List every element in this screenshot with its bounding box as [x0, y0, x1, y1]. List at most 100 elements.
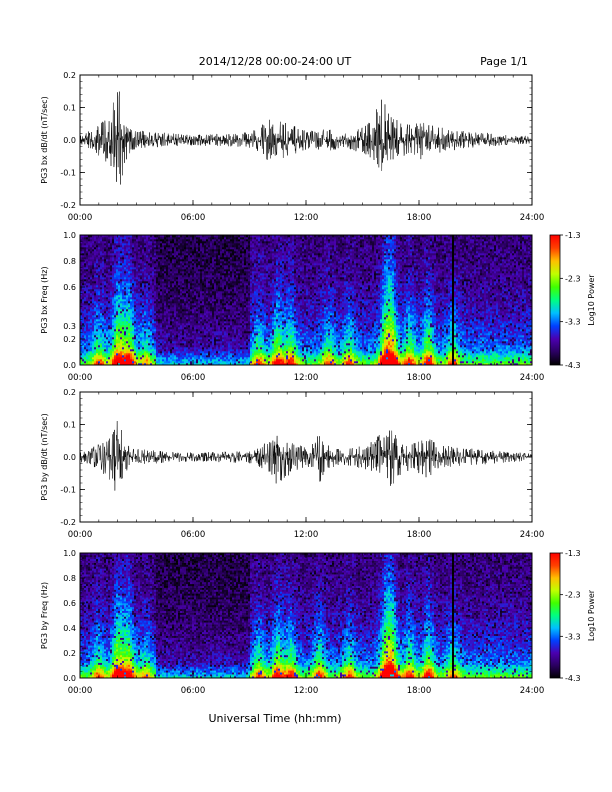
spectrogram-cell: [100, 287, 102, 289]
spectrogram-cell: [100, 241, 102, 243]
spectrogram-cell: [180, 265, 182, 267]
spectrogram-cell: [144, 353, 146, 355]
spectrogram-cell: [206, 269, 208, 271]
spectrogram-cell: [118, 311, 120, 313]
spectrogram-cell: [192, 355, 194, 357]
spectrogram-cell: [92, 305, 94, 307]
spectrogram-cell: [174, 339, 176, 341]
spectrogram-cell: [82, 327, 84, 329]
spectrogram-cell: [112, 279, 114, 281]
spectrogram-cell: [226, 309, 228, 311]
spectrogram-cell: [134, 319, 136, 321]
spectrogram-cell: [128, 345, 130, 347]
spectrogram-cell: [154, 277, 156, 279]
spectrogram-cell: [160, 295, 162, 297]
spectrogram-cell: [162, 325, 164, 327]
spectrogram-cell: [82, 253, 84, 255]
spectrogram-cell: [202, 247, 204, 249]
spectrogram-cell: [138, 287, 140, 289]
spectrogram-cell: [124, 247, 126, 249]
spectrogram-cell: [216, 279, 218, 281]
spectrogram-cell: [96, 251, 98, 253]
spectrogram-cell: [92, 281, 94, 283]
spectrogram-cell: [102, 279, 104, 281]
spectrogram-cell: [150, 359, 152, 361]
spectrogram-cell: [154, 249, 156, 251]
spectrogram-cell: [202, 297, 204, 299]
spectrogram-cell: [158, 317, 160, 319]
spectrogram-cell: [146, 333, 148, 335]
spectrogram-cell: [88, 297, 90, 299]
spectrogram-cell: [214, 251, 216, 253]
spectrogram-cell: [214, 315, 216, 317]
spectrogram-cell: [86, 315, 88, 317]
spectrogram-cell: [158, 325, 160, 327]
spectrogram-cell: [92, 265, 94, 267]
spectrogram-cell: [186, 269, 188, 271]
spectrogram-cell: [206, 303, 208, 305]
spectrogram-cell: [202, 311, 204, 313]
spectrogram-cell: [132, 241, 134, 243]
spectrogram-cell: [164, 245, 166, 247]
spectrogram-cell: [130, 271, 132, 273]
spectrogram-cell: [120, 281, 122, 283]
spectrogram-cell: [228, 307, 230, 309]
spectrogram-cell: [90, 353, 92, 355]
spectrogram-cell: [118, 247, 120, 249]
spectrogram-cell: [122, 277, 124, 279]
spectrogram-cell: [170, 289, 172, 291]
spectrogram-cell: [154, 285, 156, 287]
spectrogram-cell: [140, 247, 142, 249]
spectrogram-cell: [124, 315, 126, 317]
spectrogram-cell: [220, 329, 222, 331]
spectrogram-cell: [144, 307, 146, 309]
spectrogram-cell: [134, 337, 136, 339]
spectrogram-cell: [208, 319, 210, 321]
spectrogram-cell: [190, 347, 192, 349]
spectrogram-cell: [198, 307, 200, 309]
spectrogram-cell: [154, 315, 156, 317]
spectrogram-cell: [104, 315, 106, 317]
spectrogram-cell: [94, 341, 96, 343]
spectrogram-cell: [168, 261, 170, 263]
spectrogram-cell: [148, 251, 150, 253]
spectrogram-cell: [120, 279, 122, 281]
spectrogram-cell: [214, 271, 216, 273]
spectrogram-cell: [172, 255, 174, 257]
spectrogram-cell: [208, 251, 210, 253]
spectrogram-cell: [108, 295, 110, 297]
spectrogram-cell: [216, 275, 218, 277]
spectrogram-cell: [88, 265, 90, 267]
spectrogram-cell: [132, 245, 134, 247]
spectrogram-cell: [128, 247, 130, 249]
spectrogram-cell: [104, 357, 106, 359]
spectrogram-cell: [92, 257, 94, 259]
spectrogram-cell: [198, 355, 200, 357]
spectrogram-cell: [138, 307, 140, 309]
spectrogram-cell: [228, 325, 230, 327]
spectrogram-cell: [132, 343, 134, 345]
spectrogram-cell: [222, 239, 224, 241]
spectrogram-cell: [162, 315, 164, 317]
spectrogram-cell: [94, 251, 96, 253]
spectrogram-cell: [182, 297, 184, 299]
spectrogram-cell: [212, 321, 214, 323]
spectrogram-cell: [210, 289, 212, 291]
spectrogram-cell: [220, 351, 222, 353]
spectrogram-cell: [90, 361, 92, 363]
spectrogram-cell: [88, 281, 90, 283]
spectrogram-cell: [156, 269, 158, 271]
spectrogram-cell: [168, 249, 170, 251]
spectrogram-cell: [170, 333, 172, 335]
spectrogram-cell: [120, 297, 122, 299]
spectrogram-cell: [194, 343, 196, 345]
spectrogram-cell: [180, 357, 182, 359]
spectrogram-cell: [218, 355, 220, 357]
spectrogram-cell: [218, 295, 220, 297]
spectrogram-cell: [212, 305, 214, 307]
spectrogram-cell: [108, 245, 110, 247]
spectrogram-cell: [118, 319, 120, 321]
spectrogram-cell: [218, 275, 220, 277]
spectrogram-cell: [158, 259, 160, 261]
spectrogram-cell: [210, 251, 212, 253]
